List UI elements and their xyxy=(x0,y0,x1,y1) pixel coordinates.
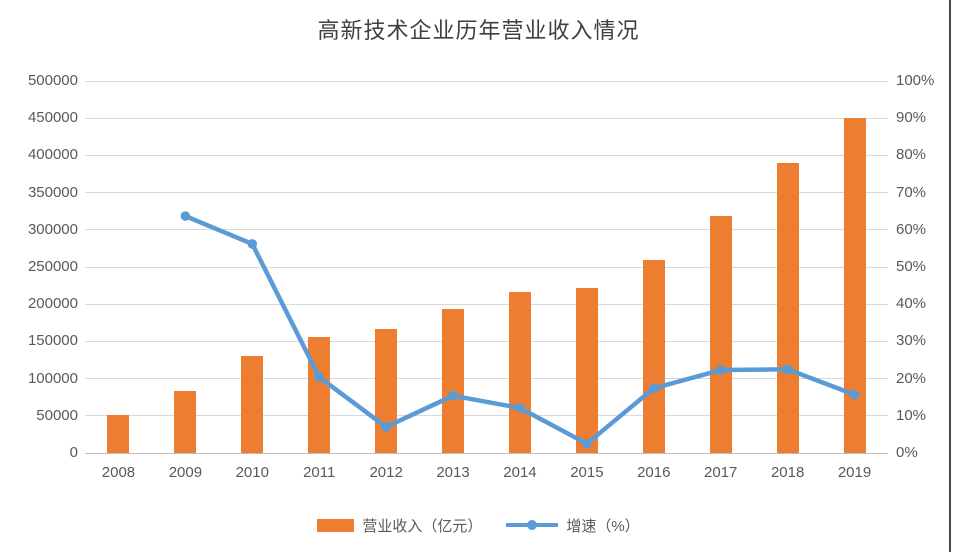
gridline xyxy=(85,229,888,231)
chart-title: 高新技术企业历年营业收入情况 xyxy=(317,19,640,44)
plot-area xyxy=(85,80,888,454)
right-axis-tick-label: 30% xyxy=(896,332,927,350)
growth-line-marker xyxy=(180,211,191,221)
bar-2016 xyxy=(642,259,665,453)
x-axis-line xyxy=(85,452,888,454)
growth-line-marker xyxy=(782,364,793,375)
legend-bar-label: 营业收入（亿元） xyxy=(362,517,483,535)
right-axis-tick-label: 80% xyxy=(896,146,927,164)
left-axis-tick-label: 50000 xyxy=(36,406,78,424)
legend-line-marker-dot xyxy=(527,520,538,530)
legend-bar-swatch xyxy=(317,518,355,532)
growth-line-marker xyxy=(582,438,592,449)
x-axis-label-2015: 2015 xyxy=(570,464,604,481)
legend: 营业收入（亿元） 增速（%） xyxy=(0,512,957,538)
growth-line-layer xyxy=(180,211,860,449)
bar-2008 xyxy=(107,415,130,453)
left-axis-tick-label: 350000 xyxy=(27,183,78,201)
growth-line-marker xyxy=(247,239,258,249)
left-axis-tick-label: 200000 xyxy=(27,295,78,313)
right-axis-tick-label: 100% xyxy=(896,72,935,89)
right-axis-tick-label: 0% xyxy=(896,444,918,461)
left-axis-tick-label: 300000 xyxy=(27,220,78,238)
x-axis-label-2017: 2017 xyxy=(704,464,738,481)
legend-line-label: 增速（%） xyxy=(566,517,640,535)
gridline xyxy=(85,192,888,194)
left-axis-tick-label: 0 xyxy=(69,444,78,461)
left-axis-tick-label: 250000 xyxy=(27,258,78,275)
gridline xyxy=(85,80,888,82)
growth-line-marker xyxy=(715,365,726,375)
growth-line-marker xyxy=(849,389,860,400)
right-axis-tick-label: 20% xyxy=(896,369,927,387)
x-axis-label-2018: 2018 xyxy=(770,464,805,481)
gridline xyxy=(85,154,888,156)
left-axis-tick-label: 450000 xyxy=(27,109,78,127)
left-axis-tick-label: 500000 xyxy=(27,72,78,89)
bar-2018 xyxy=(776,162,799,453)
bar-2017 xyxy=(709,216,732,453)
x-axis-label-2008: 2008 xyxy=(101,464,136,481)
left-axis-tick-label: 150000 xyxy=(27,332,78,350)
growth-line-marker xyxy=(448,390,458,401)
right-axis-tick-label: 40% xyxy=(896,295,927,313)
right-axis-tick-label: 70% xyxy=(896,183,927,201)
bar-2009 xyxy=(174,391,197,453)
x-axis-label-2010: 2010 xyxy=(235,464,269,481)
growth-line-marker xyxy=(648,383,659,394)
gridline xyxy=(85,303,888,305)
growth-line-marker xyxy=(381,422,391,432)
gridline xyxy=(85,266,888,268)
bar-2013 xyxy=(442,308,465,453)
right-edge-border xyxy=(949,0,951,552)
x-axis-label-2012: 2012 xyxy=(369,464,403,481)
right-axis-tick-label: 50% xyxy=(896,258,927,275)
x-axis-label-2014: 2014 xyxy=(503,464,537,481)
x-axis-label-2016: 2016 xyxy=(637,464,671,481)
bar-2010 xyxy=(241,356,264,453)
bar-2019 xyxy=(843,118,866,453)
left-axis-tick-label: 400000 xyxy=(27,146,78,164)
right-axis-tick-label: 90% xyxy=(896,109,927,127)
right-axis-tick-label: 60% xyxy=(896,220,927,238)
x-axis-label-2009: 2009 xyxy=(168,464,203,481)
bar-2015 xyxy=(575,287,598,453)
gridline xyxy=(85,378,888,380)
left-axis-tick-label: 100000 xyxy=(27,369,78,387)
growth-line-marker xyxy=(314,372,325,382)
gridline xyxy=(85,340,888,342)
growth-line-marker xyxy=(515,403,525,413)
x-axis-label-2019: 2019 xyxy=(837,464,872,481)
x-axis-label-2013: 2013 xyxy=(436,464,470,481)
legend-line-swatch xyxy=(506,520,559,530)
gridline xyxy=(85,117,888,119)
x-axis-label-2011: 2011 xyxy=(303,464,336,481)
right-axis-tick-label: 10% xyxy=(896,406,927,424)
gridline xyxy=(85,415,888,417)
